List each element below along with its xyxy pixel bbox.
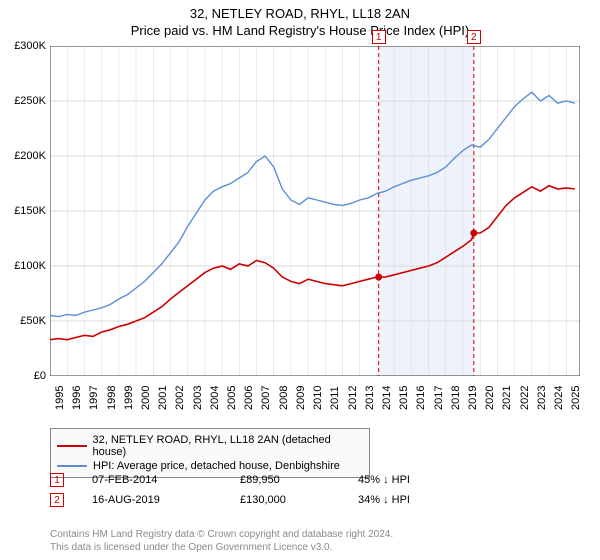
transaction-row: 2 16-AUG-2019 £130,000 34% ↓ HPI [50, 490, 580, 510]
x-tick-label: 2011 [329, 386, 341, 410]
y-tick-label: £50K [20, 315, 46, 327]
x-tick-label: 2000 [140, 386, 152, 410]
transaction-price: £89,950 [240, 474, 330, 486]
x-tick-label: 2001 [157, 386, 169, 410]
x-tick-label: 2023 [536, 386, 548, 410]
transaction-marker-1: 1 [372, 30, 386, 44]
x-tick-label: 2021 [501, 386, 513, 410]
footer-attribution: Contains HM Land Registry data © Crown c… [50, 528, 393, 554]
x-tick-label: 2013 [364, 386, 376, 410]
footer-line-2: This data is licensed under the Open Gov… [50, 541, 393, 554]
x-tick-label: 2003 [192, 386, 204, 410]
transaction-price: £130,000 [240, 494, 330, 506]
x-tick-label: 1998 [106, 386, 118, 410]
y-tick-label: £200K [14, 150, 46, 162]
y-tick-label: £0 [34, 370, 46, 382]
x-tick-label: 2016 [415, 386, 427, 410]
x-tick-label: 2009 [295, 386, 307, 410]
transaction-delta: 45% ↓ HPI [358, 474, 410, 486]
x-tick-label: 2025 [570, 386, 582, 410]
transaction-marker-2: 2 [467, 30, 481, 44]
x-tick-label: 1996 [71, 386, 83, 410]
legend-swatch [57, 465, 87, 467]
transaction-date: 07-FEB-2014 [92, 474, 212, 486]
x-tick-label: 2008 [278, 386, 290, 410]
chart-title: 32, NETLEY ROAD, RHYL, LL18 2AN [0, 0, 600, 21]
x-tick-label: 2006 [243, 386, 255, 410]
x-tick-label: 2017 [433, 386, 445, 410]
transaction-row: 1 07-FEB-2014 £89,950 45% ↓ HPI [50, 470, 580, 490]
x-tick-label: 2014 [381, 386, 393, 410]
x-tick-label: 1997 [88, 386, 100, 410]
x-tick-label: 2022 [519, 386, 531, 410]
chart-area [50, 46, 580, 376]
transaction-index: 1 [50, 473, 64, 487]
x-tick-label: 1999 [123, 386, 135, 410]
transaction-delta: 34% ↓ HPI [358, 494, 410, 506]
footer-line-1: Contains HM Land Registry data © Crown c… [50, 528, 393, 541]
x-tick-label: 2004 [209, 386, 221, 410]
line-chart [50, 46, 580, 376]
y-tick-label: £150K [14, 205, 46, 217]
x-tick-label: 2007 [260, 386, 272, 410]
x-tick-label: 2010 [312, 386, 324, 410]
y-axis: £0£50K£100K£150K£200K£250K£300K [0, 46, 50, 376]
x-tick-label: 2005 [226, 386, 238, 410]
legend-item: 32, NETLEY ROAD, RHYL, LL18 2AN (detache… [57, 433, 363, 459]
chart-subtitle: Price paid vs. HM Land Registry's House … [0, 21, 600, 42]
legend-label: 32, NETLEY ROAD, RHYL, LL18 2AN (detache… [93, 434, 363, 458]
x-tick-label: 2018 [450, 386, 462, 410]
x-axis: 1995 1996 1997 1998 1999 2000 2001 2002 2003 2004… [50, 376, 580, 426]
x-tick-label: 2020 [484, 386, 496, 410]
legend-swatch [57, 445, 87, 447]
x-tick-label: 2002 [174, 386, 186, 410]
y-tick-label: £250K [14, 95, 46, 107]
x-tick-label: 1995 [54, 386, 66, 410]
x-tick-label: 2012 [347, 386, 359, 410]
transactions-table: 1 07-FEB-2014 £89,950 45% ↓ HPI 2 16-AUG-2019… [50, 470, 580, 510]
transaction-index: 2 [50, 493, 64, 507]
x-tick-label: 2015 [398, 386, 410, 410]
transaction-date: 16-AUG-2019 [92, 494, 212, 506]
y-tick-label: £100K [14, 260, 46, 272]
x-tick-label: 2024 [553, 386, 565, 410]
x-tick-label: 2019 [467, 386, 479, 410]
y-tick-label: £300K [14, 40, 46, 52]
